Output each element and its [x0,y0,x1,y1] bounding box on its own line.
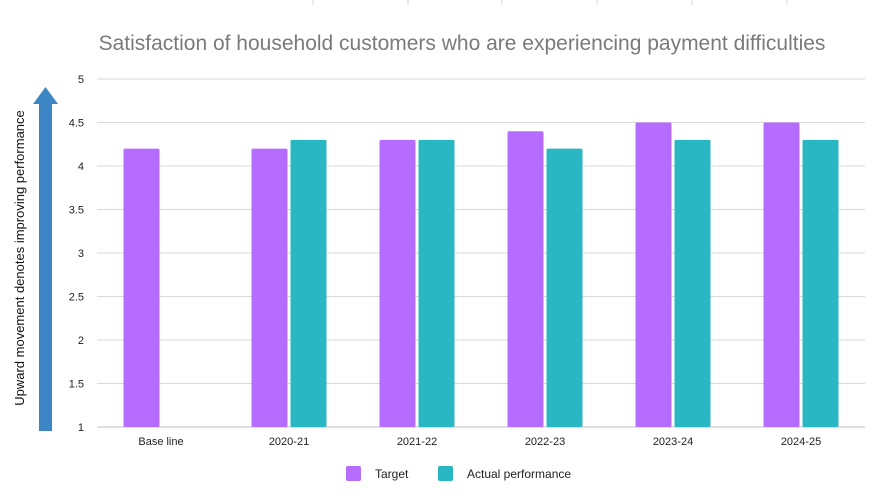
y-axis-ticks: 1 1.5 2 2.5 3 3.5 4 4.5 5 [69,74,84,434]
bars [123,122,839,427]
legend-swatch-target [346,466,361,481]
x-tick-label: 2022-23 [525,436,565,448]
improvement-arrow [33,87,58,431]
y-tick-label: 3 [78,248,84,260]
y-tick-label: 1.5 [69,379,84,391]
arrow-shaft [39,102,52,431]
bar-target-2020-21 [251,148,288,427]
x-tick-label: 2024-25 [781,436,821,448]
bar-actual-2023-24 [674,139,711,427]
y-tick-label: 4.5 [69,118,84,130]
y-tick-label: 3.5 [69,205,84,217]
x-tick-label: 2020-21 [269,436,309,448]
arrow-head-icon [33,87,58,104]
y-tick-label: 1 [78,422,84,434]
bar-target-base-line [123,148,160,427]
chart-title: Satisfaction of household customers who … [99,32,826,55]
y-tick-label: 5 [78,74,84,86]
x-tick-label: Base line [138,436,183,448]
bar-target-2021-22 [379,139,416,427]
bar-actual-2020-21 [290,139,327,427]
y-tick-label: 2.5 [69,292,84,304]
y-tick-label: 4 [78,161,84,173]
legend-label-actual: Actual performance [467,467,571,481]
bar-target-2022-23 [507,131,544,427]
bar-target-2023-24 [635,122,672,427]
bar-actual-2024-25 [802,139,839,427]
y-tick-label: 2 [78,335,84,347]
legend-swatch-actual [438,466,453,481]
x-axis-ticks: Base line 2020-21 2021-22 2022-23 2023-24 202… [138,436,821,448]
bar-actual-2022-23 [546,148,583,427]
axis-side-note: Upward movement denotes improving perfor… [12,110,27,406]
gridlines [97,78,865,428]
bar-actual-2021-22 [418,139,455,427]
x-tick-label: 2023-24 [653,436,693,448]
legend: Target Actual performance [346,466,571,481]
bar-target-2024-25 [763,122,800,427]
top-edge-marks [312,0,788,5]
x-tick-label: 2021-22 [397,436,437,448]
legend-label-target: Target [375,467,409,481]
